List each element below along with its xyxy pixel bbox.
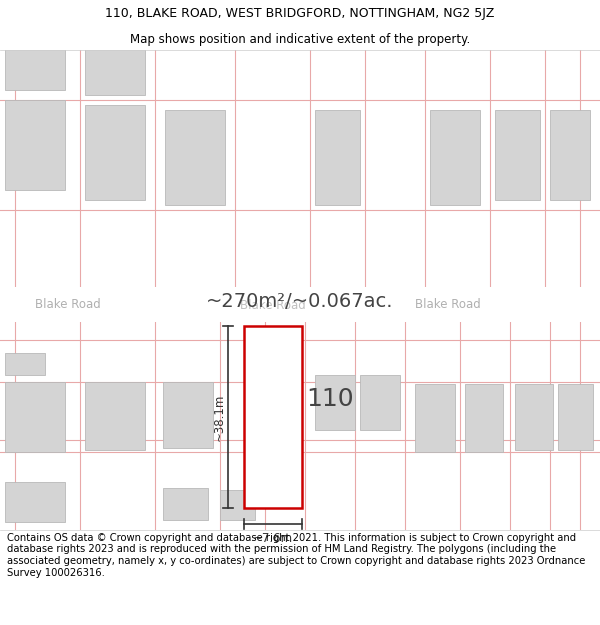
Bar: [550, 110, 590, 200]
Bar: [5, 100, 65, 190]
Bar: [495, 110, 540, 200]
Bar: [85, 105, 145, 200]
Text: ~7.6m: ~7.6m: [253, 532, 293, 545]
Text: Map shows position and indicative extent of the property.: Map shows position and indicative extent…: [130, 32, 470, 46]
Bar: [0, 287, 600, 322]
Text: 110: 110: [306, 387, 354, 411]
Text: Blake Road: Blake Road: [35, 298, 101, 311]
Text: ~270m²/~0.067ac.: ~270m²/~0.067ac.: [206, 292, 394, 311]
Bar: [244, 326, 302, 508]
Bar: [465, 384, 503, 452]
Bar: [220, 490, 255, 520]
Text: Blake Road: Blake Road: [415, 298, 481, 311]
Bar: [85, 382, 145, 450]
Bar: [515, 384, 553, 450]
Bar: [5, 353, 45, 375]
Text: Blake Road: Blake Road: [240, 299, 306, 312]
Bar: [5, 482, 65, 522]
Bar: [430, 110, 480, 205]
Bar: [360, 375, 400, 430]
Bar: [558, 384, 593, 450]
Text: ~38.1m: ~38.1m: [212, 393, 226, 441]
Bar: [163, 488, 208, 520]
Text: Contains OS data © Crown copyright and database right 2021. This information is : Contains OS data © Crown copyright and d…: [7, 533, 586, 578]
Bar: [270, 380, 300, 435]
Bar: [415, 384, 455, 452]
Bar: [163, 382, 213, 448]
Bar: [85, 40, 145, 95]
Bar: [315, 375, 355, 430]
Text: 110, BLAKE ROAD, WEST BRIDGFORD, NOTTINGHAM, NG2 5JZ: 110, BLAKE ROAD, WEST BRIDGFORD, NOTTING…: [106, 8, 494, 21]
Bar: [315, 110, 360, 205]
Bar: [5, 35, 65, 90]
Bar: [165, 110, 225, 205]
Bar: [5, 382, 65, 452]
